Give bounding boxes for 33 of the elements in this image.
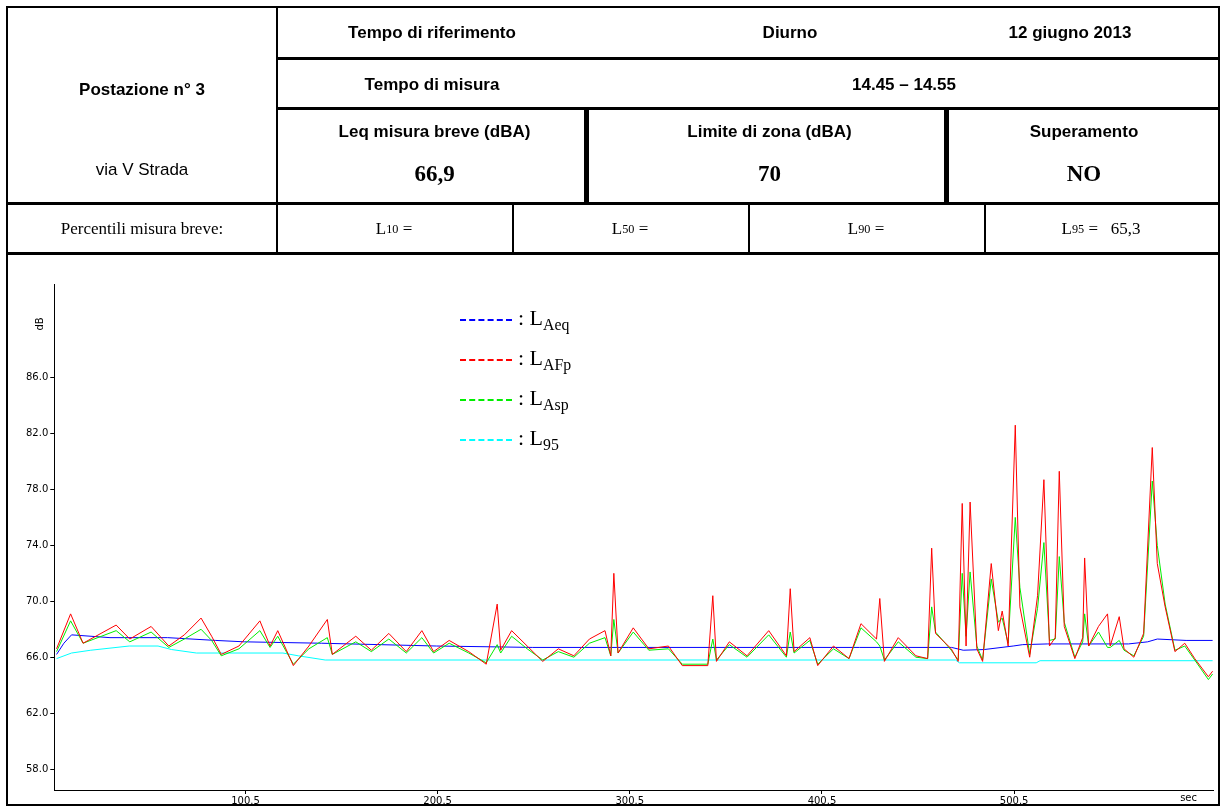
y-axis-title: dB	[33, 317, 45, 331]
text: Percentili misura breve:	[59, 218, 225, 240]
y-tick-label: 78.0	[26, 483, 49, 495]
y-tick-label: 82.0	[26, 427, 49, 439]
text: NO	[1065, 160, 1103, 188]
legend-label: : L$_{95}$	[518, 425, 559, 455]
text: 12 giugno 2013	[1007, 22, 1133, 44]
x-tick-label: 200.5	[423, 794, 452, 806]
y-tick-label: 66.0	[26, 650, 49, 662]
text: 66,9	[413, 160, 456, 188]
y-tick-label: 86.0	[26, 371, 49, 383]
text: Superamento	[1028, 121, 1140, 143]
text: Tempo di misura	[363, 74, 501, 96]
text: Tempo di riferimento	[347, 22, 517, 44]
x-axis-title: sec	[1180, 791, 1197, 803]
y-tick-label: 74.0	[26, 538, 49, 550]
x-tick-label: 500.5	[999, 794, 1029, 806]
text: 70	[757, 160, 782, 188]
text: Leq misura breve (dBA)	[337, 121, 532, 143]
legend-label: : L$_{Asp}$	[518, 385, 569, 415]
y-tick-label: 58.0	[26, 762, 49, 774]
legend-label: : L$_{Aeq}$	[518, 305, 570, 335]
text: 14.45 – 14.55	[851, 74, 957, 96]
text: via V Strada	[94, 159, 190, 181]
x-tick-label: 100.5	[231, 794, 260, 806]
x-tick-label: 400.5	[807, 794, 837, 806]
text: Postazione n° 3	[78, 79, 206, 101]
text: Diurno	[761, 22, 819, 44]
y-tick-label: 62.0	[26, 706, 49, 718]
y-tick-label: 70.0	[26, 594, 49, 606]
x-tick-label: 300.5	[615, 794, 645, 806]
text: Limite di zona (dBA)	[686, 121, 853, 143]
legend-label: : L$_{AFp}$	[518, 345, 572, 375]
